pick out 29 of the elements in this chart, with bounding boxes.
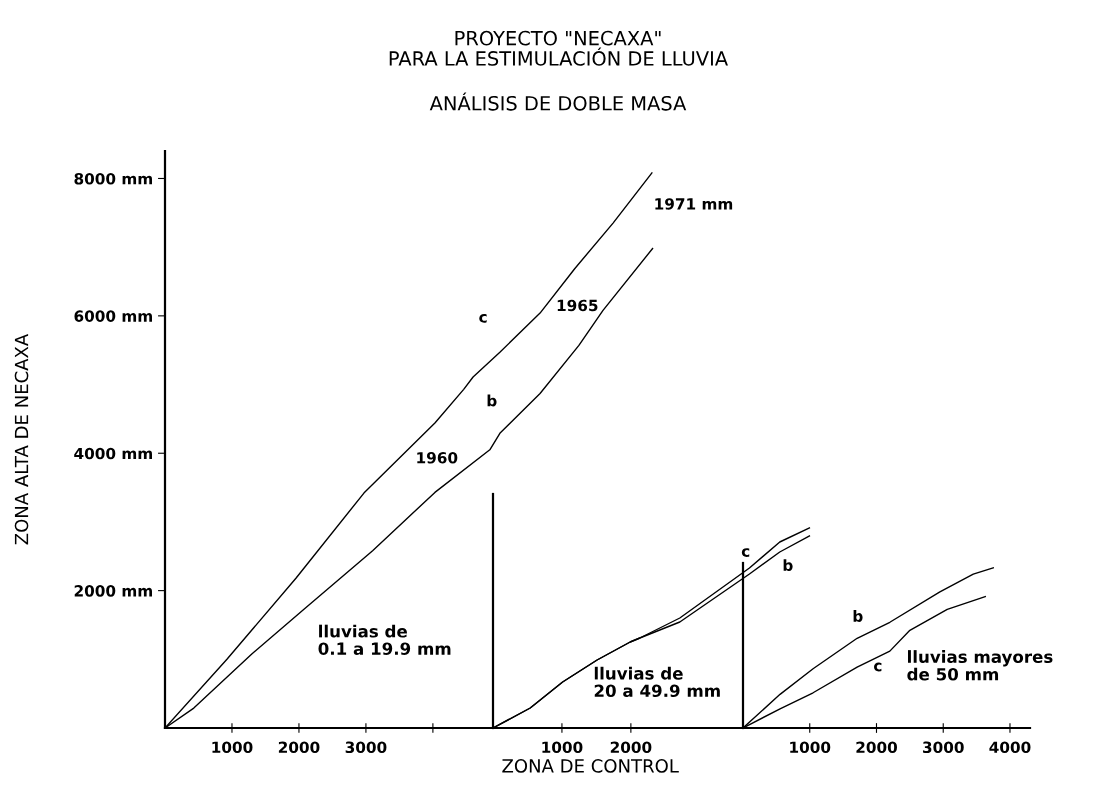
x-axis-title: ZONA DE CONTROL — [502, 759, 679, 773]
x-tick-label: 1000 — [790, 741, 831, 754]
x-tick-label: 4000 — [989, 741, 1031, 754]
annotation: lluvias de 20 a 49.9 mm — [594, 666, 720, 698]
x-tick-label: 3000 — [345, 741, 387, 754]
x-tick-label: 1000 — [212, 741, 253, 754]
annotation: 1971 mm — [655, 198, 733, 210]
annotation: b — [783, 559, 793, 571]
annotation: c — [874, 662, 882, 672]
y-tick-label: 4000 mm — [74, 447, 152, 460]
x-tick-label: 2000 — [610, 741, 652, 754]
annotation: lluvias de 0.1 a 19.9 mm — [318, 624, 451, 655]
annotation: c — [741, 548, 750, 557]
annotation: 1960 — [417, 451, 458, 464]
annotation: c — [479, 313, 487, 323]
y-tick-label: 8000 mm — [74, 172, 152, 185]
annotation: 1965 — [557, 299, 598, 312]
chart-title: PROYECTO "NECAXA" PARA LA ESTIMULACIÓN DE LLUVIA — [389, 30, 728, 66]
annotation: lluvias mayores de 50 mm — [907, 650, 1053, 681]
x-tick-label: 2000 — [856, 741, 898, 754]
x-tick-label: 3000 — [922, 741, 964, 754]
y-axis-title: ZONA ALTA DE NECAXA — [14, 333, 29, 545]
y-tick-label: 2000 mm — [74, 585, 152, 597]
annotation: b — [487, 394, 497, 407]
y-tick-label: 6000 mm — [74, 310, 152, 322]
x-tick-label: 1000 — [542, 741, 583, 754]
annotation: b — [853, 610, 863, 622]
x-tick-label: 2000 — [278, 741, 320, 754]
chart-subtitle: ANÁLISIS DE DOBLE MASA — [429, 92, 687, 111]
